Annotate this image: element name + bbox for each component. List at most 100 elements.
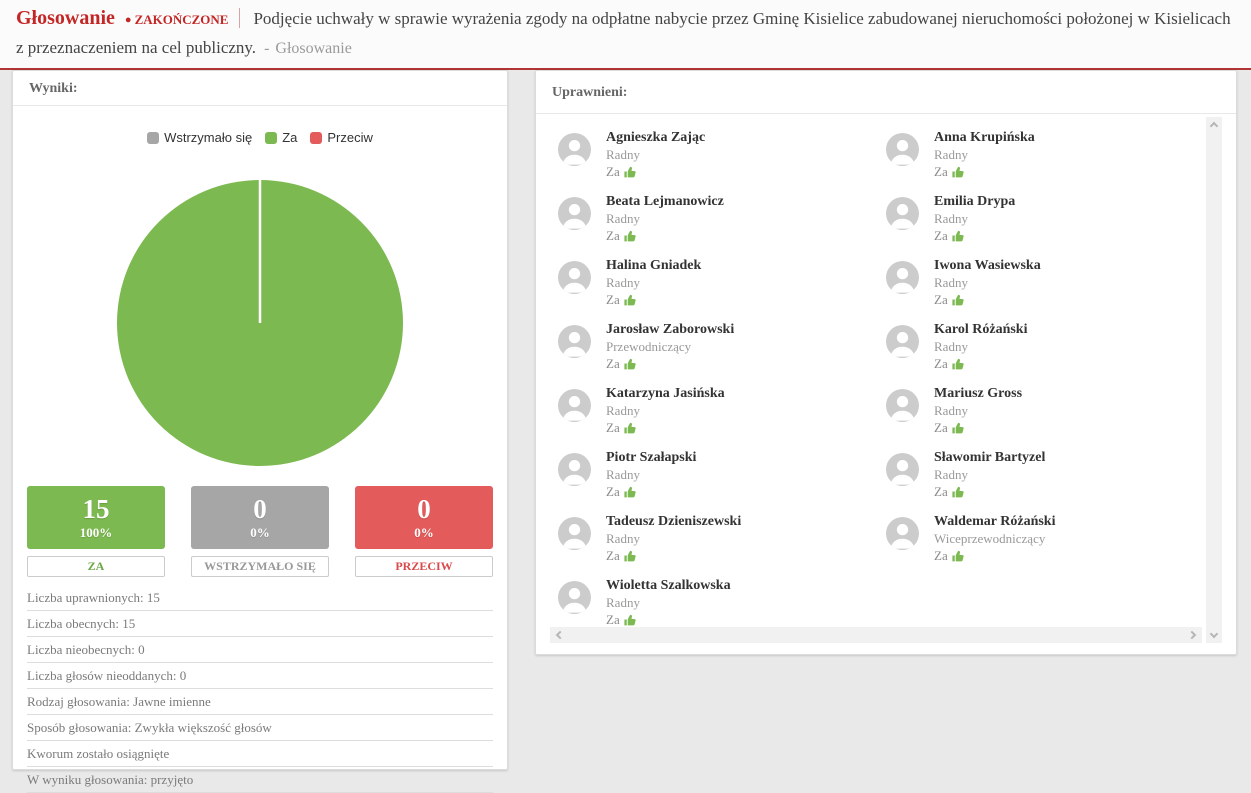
results-panel-title: Wyniki: (13, 71, 507, 106)
result-count-box: 0 0% (355, 486, 493, 549)
voter-name: Wioletta Szalkowska (606, 578, 731, 593)
thumbs-up-icon (952, 422, 965, 435)
person-avatar-icon (886, 517, 919, 550)
stat-row: W wyniku głosowania: przyjęto (27, 767, 493, 793)
chart-legend: Wstrzymało się Za Przeciw (13, 130, 507, 145)
voter-card: Katarzyna Jasińska Radny Za (558, 386, 886, 435)
voter-role: Radny (606, 147, 640, 162)
stat-row: Liczba nieobecnych: 0 (27, 637, 493, 663)
person-avatar-icon (558, 261, 591, 294)
voter-vote: Za (606, 164, 705, 180)
voter-name: Katarzyna Jasińska (606, 386, 725, 401)
horizontal-scrollbar[interactable] (550, 627, 1202, 643)
voters-panel: Uprawnieni: Agnieszka Zając Radny Za Ann… (535, 70, 1237, 655)
voter-vote: Za (934, 548, 1055, 564)
voter-name: Waldemar Różański (934, 514, 1056, 529)
voter-name: Anna Krupińska (934, 130, 1035, 145)
stat-row: Kworum zostało osiągnięte (27, 741, 493, 767)
vote-percent: 100% (79, 525, 113, 540)
page-header: Głosowanie ● ZAKOŃCZONE Podjęcie uchwały w … (0, 0, 1251, 70)
thumbs-up-icon (952, 550, 965, 563)
voter-role: Radny (934, 467, 968, 482)
voter-card: Anna Krupińska Radny Za (886, 130, 1214, 179)
vote-value: Za (934, 164, 948, 179)
voter-vote: Za (606, 292, 701, 308)
scroll-down-icon[interactable] (1209, 629, 1219, 639)
voter-name: Agnieszka Zając (606, 130, 706, 145)
vertical-scrollbar[interactable] (1206, 117, 1222, 643)
legend-item[interactable]: Przeciw (310, 130, 373, 145)
voter-card: Iwona Wasiewska Radny Za (886, 258, 1214, 307)
voter-card: Waldemar Różański Wiceprzewodniczący Za (886, 514, 1214, 563)
voter-info: Piotr Szałapski Radny Za (606, 450, 696, 499)
vote-value: Za (606, 420, 620, 435)
stat-row: Liczba głosów nieoddanych: 0 (27, 663, 493, 689)
voter-name: Iwona Wasiewska (934, 258, 1041, 273)
voter-info: Agnieszka Zając Radny Za (606, 130, 705, 179)
voter-name: Halina Gniadek (606, 258, 702, 273)
voter-role: Radny (934, 147, 968, 162)
voter-info: Jarosław Zaborowski Przewodniczący Za (606, 322, 734, 371)
voter-card: Emilia Drypa Radny Za (886, 194, 1214, 243)
vote-value: Za (934, 420, 948, 435)
vote-value: Za (934, 356, 948, 371)
person-avatar-icon (558, 133, 591, 166)
result-box-label: ZA (27, 556, 165, 577)
voter-info: Iwona Wasiewska Radny Za (934, 258, 1041, 307)
voter-vote: Za (606, 228, 724, 244)
legend-label: Za (282, 130, 298, 145)
result-box-label: PRZECIW (355, 556, 493, 577)
voter-card: Jarosław Zaborowski Przewodniczący Za (558, 322, 886, 371)
stat-row: Sposób głosowania: Zwykła większość głos… (27, 715, 493, 741)
voter-info: Sławomir Bartyzel Radny Za (934, 450, 1045, 499)
legend-swatch-icon (147, 131, 160, 144)
voter-card: Wioletta Szalkowska Radny Za (558, 578, 886, 627)
voter-info: Beata Lejmanowicz Radny Za (606, 194, 724, 243)
person-avatar-icon (886, 325, 919, 358)
person-avatar-icon (886, 133, 919, 166)
voter-role: Radny (934, 403, 968, 418)
vote-count: 0 (253, 494, 267, 524)
voter-name: Karol Różański (934, 322, 1028, 337)
voter-card: Piotr Szałapski Radny Za (558, 450, 886, 499)
subject-separator: - (264, 40, 270, 57)
voter-role: Wiceprzewodniczący (934, 531, 1046, 546)
voter-role: Radny (606, 211, 640, 226)
thumbs-up-icon (624, 166, 637, 179)
voter-name: Piotr Szałapski (606, 450, 697, 465)
voter-vote: Za (606, 356, 734, 372)
voter-name: Beata Lejmanowicz (606, 194, 724, 209)
result-box-column: 15 100% ZA (27, 486, 165, 577)
voter-role: Radny (934, 339, 968, 354)
voter-info: Mariusz Gross Radny Za (934, 386, 1022, 435)
vote-value: Za (606, 356, 620, 371)
voter-info: Katarzyna Jasińska Radny Za (606, 386, 725, 435)
thumbs-up-icon (624, 422, 637, 435)
legend-item[interactable]: Wstrzymało się (147, 130, 252, 145)
voter-role: Radny (606, 595, 640, 610)
voter-vote: Za (934, 484, 1045, 500)
voter-name: Tadeusz Dzieniszewski (606, 514, 742, 529)
vote-value: Za (606, 484, 620, 499)
person-avatar-icon (558, 453, 591, 486)
voter-name: Sławomir Bartyzel (934, 450, 1046, 465)
person-avatar-icon (558, 197, 591, 230)
person-avatar-icon (886, 197, 919, 230)
vote-value: Za (606, 228, 620, 243)
person-avatar-icon (886, 261, 919, 294)
legend-item[interactable]: Za (265, 130, 297, 145)
voter-role: Radny (606, 467, 640, 482)
thumbs-up-icon (624, 486, 637, 499)
person-avatar-icon (558, 581, 591, 614)
legend-label: Przeciw (327, 130, 373, 145)
voter-vote: Za (934, 292, 1041, 308)
scroll-right-icon[interactable] (1187, 630, 1197, 640)
vote-value: Za (606, 164, 620, 179)
scroll-up-icon[interactable] (1209, 121, 1219, 131)
voter-role: Radny (934, 275, 968, 290)
result-box-column: 0 0% PRZECIW (355, 486, 493, 577)
voter-name: Mariusz Gross (934, 386, 1023, 401)
scroll-left-icon[interactable] (555, 630, 565, 640)
thumbs-up-icon (624, 294, 637, 307)
vote-percent: 0% (250, 525, 270, 540)
